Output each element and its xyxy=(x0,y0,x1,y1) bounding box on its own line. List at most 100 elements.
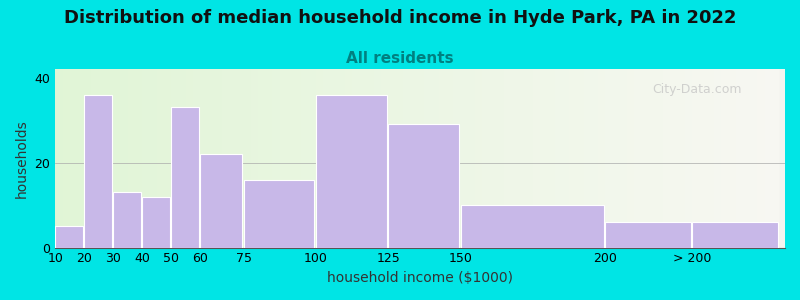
Bar xyxy=(266,69,273,248)
Bar xyxy=(243,69,250,248)
Bar xyxy=(533,69,540,248)
Bar xyxy=(345,69,352,248)
Bar xyxy=(135,69,142,248)
Bar xyxy=(200,154,242,248)
Bar xyxy=(323,69,330,248)
Bar xyxy=(678,69,685,248)
Bar xyxy=(70,69,77,248)
Bar xyxy=(692,222,778,248)
Bar xyxy=(186,69,193,248)
Bar xyxy=(432,69,439,248)
Bar xyxy=(570,69,577,248)
Bar xyxy=(729,69,736,248)
Bar xyxy=(490,69,497,248)
Bar xyxy=(229,69,236,248)
Bar xyxy=(330,69,338,248)
Bar xyxy=(84,94,112,248)
Bar xyxy=(642,69,649,248)
Bar xyxy=(316,69,323,248)
Bar xyxy=(381,69,388,248)
Bar xyxy=(171,107,198,248)
Bar xyxy=(454,69,461,248)
Bar xyxy=(316,94,387,248)
X-axis label: household income ($1000): household income ($1000) xyxy=(327,271,513,285)
Bar xyxy=(446,69,454,248)
Bar xyxy=(627,69,634,248)
Bar xyxy=(634,69,642,248)
Bar xyxy=(461,205,604,248)
Bar xyxy=(352,69,359,248)
Bar xyxy=(178,69,186,248)
Bar xyxy=(395,69,402,248)
Bar xyxy=(722,69,729,248)
Bar xyxy=(482,69,490,248)
Bar xyxy=(670,69,678,248)
Bar xyxy=(649,69,656,248)
Bar xyxy=(273,69,280,248)
Bar xyxy=(121,69,128,248)
Bar xyxy=(338,69,345,248)
Bar xyxy=(656,69,663,248)
Bar xyxy=(497,69,504,248)
Bar xyxy=(294,69,302,248)
Bar xyxy=(707,69,714,248)
Text: City-Data.com: City-Data.com xyxy=(653,83,742,96)
Bar xyxy=(236,69,243,248)
Bar xyxy=(511,69,518,248)
Bar xyxy=(765,69,772,248)
Text: Distribution of median household income in Hyde Park, PA in 2022: Distribution of median household income … xyxy=(64,9,736,27)
Bar xyxy=(62,69,70,248)
Bar xyxy=(598,69,606,248)
Bar xyxy=(663,69,670,248)
Bar xyxy=(692,69,699,248)
Bar xyxy=(207,69,214,248)
Bar xyxy=(55,226,83,247)
Bar xyxy=(388,69,395,248)
Bar xyxy=(439,69,446,248)
Bar xyxy=(606,222,691,248)
Bar xyxy=(547,69,554,248)
Bar xyxy=(287,69,294,248)
Bar xyxy=(77,69,84,248)
Text: All residents: All residents xyxy=(346,51,454,66)
Bar xyxy=(55,69,62,248)
Bar xyxy=(302,69,309,248)
Bar xyxy=(280,69,287,248)
Bar xyxy=(613,69,620,248)
Bar xyxy=(410,69,418,248)
Bar xyxy=(518,69,526,248)
Bar xyxy=(157,69,164,248)
Bar xyxy=(359,69,366,248)
Bar xyxy=(374,69,381,248)
Bar xyxy=(258,69,266,248)
Bar xyxy=(750,69,758,248)
Bar xyxy=(425,69,432,248)
Bar xyxy=(171,69,178,248)
Bar xyxy=(591,69,598,248)
Bar xyxy=(142,196,170,247)
Bar xyxy=(388,124,459,248)
Y-axis label: households: households xyxy=(15,119,29,198)
Bar xyxy=(526,69,533,248)
Bar xyxy=(222,69,229,248)
Bar xyxy=(540,69,547,248)
Bar xyxy=(504,69,511,248)
Bar xyxy=(309,69,316,248)
Bar xyxy=(193,69,200,248)
Bar xyxy=(114,192,141,248)
Bar xyxy=(606,69,613,248)
Bar xyxy=(84,69,91,248)
Bar xyxy=(685,69,692,248)
Bar xyxy=(250,69,258,248)
Bar xyxy=(699,69,707,248)
Bar xyxy=(758,69,765,248)
Bar xyxy=(243,180,314,248)
Bar xyxy=(562,69,570,248)
Bar xyxy=(150,69,157,248)
Bar xyxy=(736,69,743,248)
Bar xyxy=(743,69,750,248)
Bar xyxy=(475,69,482,248)
Bar xyxy=(620,69,627,248)
Bar xyxy=(577,69,584,248)
Bar xyxy=(461,69,468,248)
